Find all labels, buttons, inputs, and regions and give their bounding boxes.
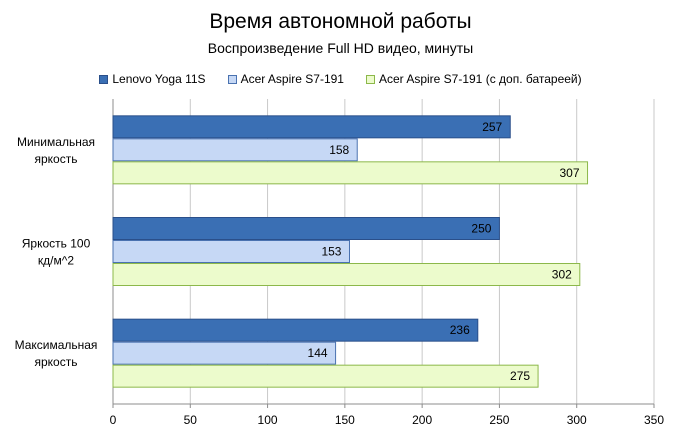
legend: Lenovo Yoga 11S Acer Aspire S7-191 Acer …: [0, 72, 681, 86]
legend-swatch-lenovo: [99, 74, 109, 84]
x-tick-label-7: 350: [644, 413, 664, 427]
x-tick-label-6: 300: [567, 413, 587, 427]
data-label-1-2: 144: [308, 346, 328, 360]
x-tick-label-4: 200: [412, 413, 432, 427]
category-label-2: Максимальная яркость: [15, 338, 98, 369]
bar-2-0: [112, 161, 589, 185]
bar-1-1: [112, 240, 350, 263]
chart-subtitle: Воспроизведение Full HD видео, минуты: [207, 40, 474, 56]
legend-label-lenovo: Lenovo Yoga 11S: [112, 72, 206, 86]
legend-item-acer-battery: Acer Aspire S7-191 (с доп. батареей): [365, 72, 582, 86]
data-label-2-2: 275: [510, 369, 530, 383]
category-label-1: Яркость 100 кд/м^2: [22, 237, 91, 268]
bar-1-2: [112, 341, 337, 365]
legend-label-acer: Acer Aspire S7-191: [240, 72, 344, 86]
x-tick-label-0: 0: [110, 413, 117, 427]
data-label-2-0: 307: [560, 166, 580, 180]
bar-1-0: [112, 138, 358, 162]
bar-0-1: [112, 217, 500, 240]
chart-title: Время автономной работы: [209, 10, 472, 33]
legend-item-acer: Acer Aspire S7-191: [227, 72, 344, 86]
data-label-0-0: 257: [482, 120, 502, 134]
bar-2-2: [112, 364, 539, 388]
data-label-0-1: 250: [471, 222, 491, 236]
bar-0-0: [112, 115, 511, 139]
legend-swatch-acer-battery: [365, 74, 375, 84]
x-tick-label-3: 150: [335, 413, 355, 427]
legend-item-lenovo: Lenovo Yoga 11S: [99, 72, 206, 86]
bar-2-1: [112, 263, 581, 286]
x-tick-label-2: 100: [258, 413, 278, 427]
x-tick-label-1: 50: [184, 413, 198, 427]
x-tick-label-5: 250: [489, 413, 509, 427]
bar-0-2: [112, 318, 479, 342]
data-label-1-1: 153: [321, 245, 341, 259]
legend-label-acer-battery: Acer Aspire S7-191 (с доп. батареей): [378, 72, 582, 86]
data-label-0-2: 236: [450, 323, 470, 337]
data-label-1-0: 158: [329, 143, 349, 157]
data-label-2-1: 302: [552, 268, 572, 282]
category-label-0: Минимальная яркость: [17, 135, 95, 166]
legend-swatch-acer: [227, 74, 237, 84]
